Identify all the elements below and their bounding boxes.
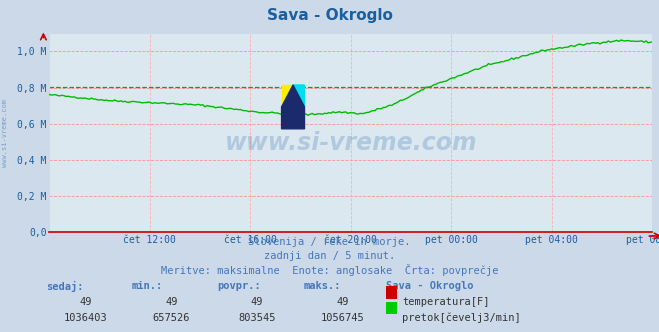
Text: sedaj:: sedaj:: [46, 281, 84, 291]
Text: Meritve: maksimalne  Enote: anglosake  Črta: povprečje: Meritve: maksimalne Enote: anglosake Črt…: [161, 264, 498, 276]
Text: 49: 49: [251, 297, 263, 307]
Text: 49: 49: [165, 297, 177, 307]
Polygon shape: [281, 85, 293, 107]
Text: Sava - Okroglo: Sava - Okroglo: [266, 8, 393, 23]
Text: povpr.:: povpr.:: [217, 281, 261, 290]
Text: 49: 49: [337, 297, 349, 307]
Text: 803545: 803545: [239, 313, 275, 323]
Text: Slovenija / reke in morje.: Slovenija / reke in morje.: [248, 237, 411, 247]
Text: www.si-vreme.com: www.si-vreme.com: [2, 99, 9, 167]
Polygon shape: [281, 85, 304, 129]
Text: www.si-vreme.com: www.si-vreme.com: [225, 131, 477, 155]
Text: 657526: 657526: [153, 313, 190, 323]
Text: min.:: min.:: [132, 281, 163, 290]
Text: 1056745: 1056745: [321, 313, 364, 323]
Text: temperatura[F]: temperatura[F]: [402, 297, 490, 307]
Text: 1036403: 1036403: [64, 313, 107, 323]
Text: pretok[čevelj3/min]: pretok[čevelj3/min]: [402, 313, 521, 323]
Text: 49: 49: [80, 297, 92, 307]
Polygon shape: [293, 85, 304, 107]
Text: Sava - Okroglo: Sava - Okroglo: [386, 281, 473, 290]
Text: zadnji dan / 5 minut.: zadnji dan / 5 minut.: [264, 251, 395, 261]
Text: maks.:: maks.:: [303, 281, 341, 290]
